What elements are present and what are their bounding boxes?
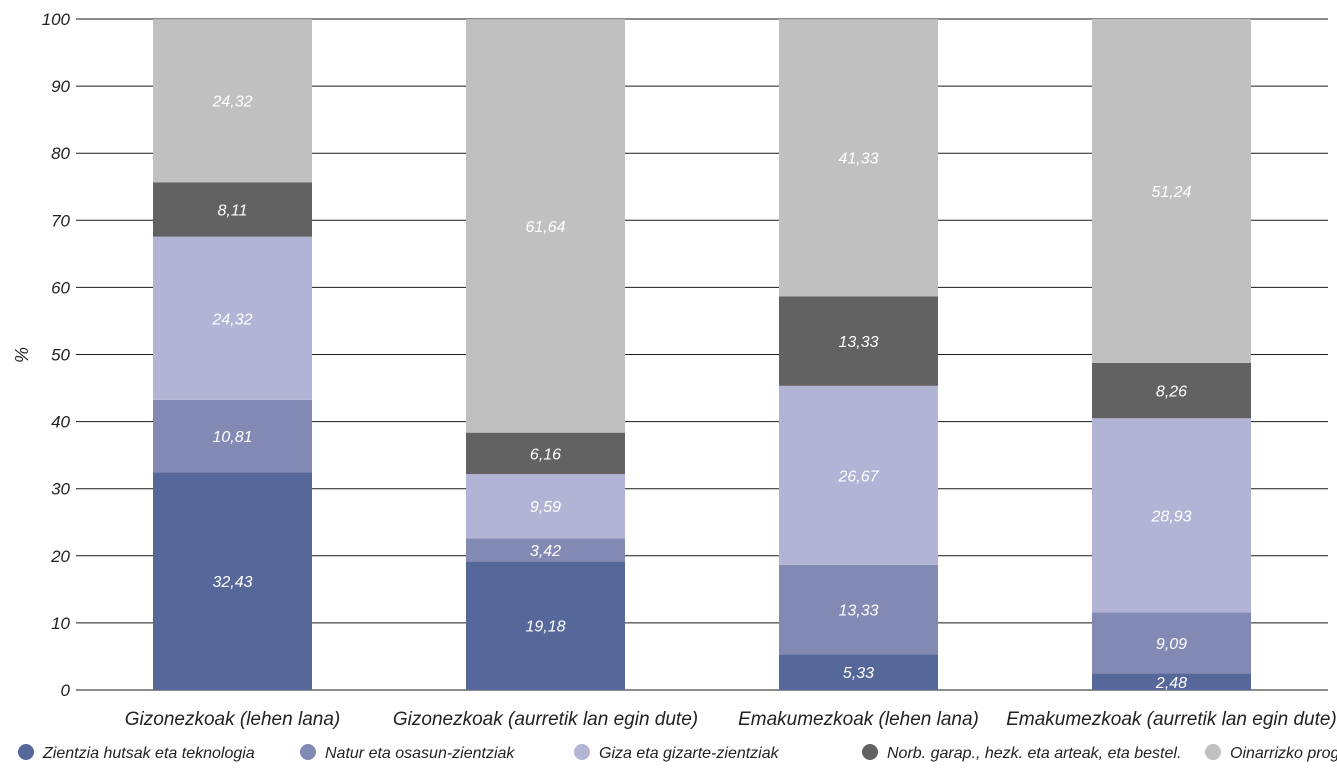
legend-swatch bbox=[1205, 744, 1221, 760]
bar-segment bbox=[779, 19, 938, 297]
bar-segment bbox=[153, 399, 312, 473]
y-axis-label: % bbox=[12, 347, 32, 363]
legend-label: Zientzia hutsak eta teknologia bbox=[42, 745, 255, 762]
legend: Zientzia hutsak eta teknologia Natur eta … bbox=[18, 744, 1337, 762]
data-label: 13,33 bbox=[838, 334, 878, 351]
x-tick-label: Emakumezkoak (lehen lana) bbox=[738, 709, 979, 730]
data-label: 28,93 bbox=[1150, 508, 1191, 525]
x-tick-label: Emakumezkoak (aurretik lan egin dute) bbox=[1006, 709, 1337, 730]
bar-segment bbox=[1092, 418, 1251, 613]
x-tick-label: Gizonezkoak (aurretik lan egin dute) bbox=[393, 709, 698, 730]
y-tick-label: 50 bbox=[51, 346, 70, 365]
bar-segment bbox=[1092, 612, 1251, 674]
y-tick-label: 30 bbox=[51, 480, 70, 499]
legend-label: Natur eta osasun-zientziak bbox=[325, 745, 515, 762]
bar-segment bbox=[1092, 362, 1251, 419]
y-tick-label: 20 bbox=[50, 547, 70, 566]
legend-swatch bbox=[18, 744, 34, 760]
x-axis-labels: Gizonezkoak (lehen lana) Gizonezkoak (aur… bbox=[125, 709, 1337, 730]
data-label: 2,48 bbox=[1155, 675, 1187, 692]
legend-swatch bbox=[300, 744, 316, 760]
y-tick-label: 80 bbox=[51, 144, 70, 163]
data-label: 51,24 bbox=[1151, 184, 1191, 201]
data-label: 8,11 bbox=[218, 202, 248, 219]
data-label: 10,81 bbox=[212, 429, 252, 446]
y-axis-ticks: 0 10 20 30 40 50 60 70 80 90 100 bbox=[42, 10, 71, 700]
data-label: 61,64 bbox=[525, 219, 565, 236]
bar-segment bbox=[153, 182, 312, 237]
bar-segment bbox=[1092, 19, 1251, 363]
legend-item: Zientzia hutsak eta teknologia bbox=[18, 744, 255, 762]
legend-label: Oinarrizko programak bbox=[1230, 745, 1337, 762]
bar-segment bbox=[779, 564, 938, 655]
bar-segment bbox=[779, 654, 938, 690]
bar-segment bbox=[779, 296, 938, 386]
bar-segment bbox=[466, 561, 625, 690]
bar-segment bbox=[466, 538, 625, 562]
data-label: 26,67 bbox=[837, 468, 879, 485]
data-label: 13,33 bbox=[838, 603, 878, 620]
data-label: 9,09 bbox=[1156, 636, 1187, 653]
bar-segment bbox=[153, 236, 312, 400]
y-tick-label: 70 bbox=[51, 211, 70, 230]
legend-item: Natur eta osasun-zientziak bbox=[300, 744, 515, 762]
data-label: 5,33 bbox=[843, 665, 874, 682]
data-label: 41,33 bbox=[838, 151, 878, 168]
bar-segment bbox=[466, 474, 625, 539]
bar-segment bbox=[466, 19, 625, 433]
y-tick-label: 90 bbox=[51, 77, 70, 96]
legend-label: Giza eta gizarte-zientziak bbox=[599, 745, 780, 762]
legend-item: Norb. garap., hezk. eta arteak, eta best… bbox=[862, 744, 1181, 762]
data-label: 8,26 bbox=[1156, 384, 1187, 401]
x-tick-label: Gizonezkoak (lehen lana) bbox=[125, 709, 340, 730]
legend-swatch bbox=[862, 744, 878, 760]
y-tick-label: 10 bbox=[51, 614, 70, 633]
bars: 32,43 10,81 24,32 8,11 24,32 19,18 3,42 9,59 6,1… bbox=[153, 19, 1251, 692]
legend-swatch bbox=[574, 744, 590, 760]
y-tick-label: 60 bbox=[51, 278, 70, 297]
legend-label: Norb. garap., hezk. eta arteak, eta best… bbox=[887, 745, 1181, 762]
y-tick-label: 100 bbox=[42, 10, 71, 29]
data-label: 6,16 bbox=[530, 446, 561, 463]
data-label: 24,32 bbox=[211, 94, 252, 111]
bar-segment bbox=[466, 432, 625, 475]
data-label: 9,59 bbox=[530, 499, 561, 516]
data-label: 32,43 bbox=[212, 574, 252, 591]
data-label: 19,18 bbox=[525, 619, 565, 636]
bar-segment bbox=[1092, 673, 1251, 690]
bar-segment bbox=[779, 385, 938, 565]
legend-item: Oinarrizko programak bbox=[1205, 744, 1337, 762]
y-tick-label: 0 bbox=[61, 681, 71, 700]
y-tick-label: 40 bbox=[51, 413, 70, 432]
legend-item: Giza eta gizarte-zientziak bbox=[574, 744, 780, 762]
bar-segment bbox=[153, 19, 312, 183]
data-label: 24,32 bbox=[211, 311, 252, 328]
data-label: 3,42 bbox=[530, 543, 561, 560]
bar-segment bbox=[153, 472, 312, 690]
